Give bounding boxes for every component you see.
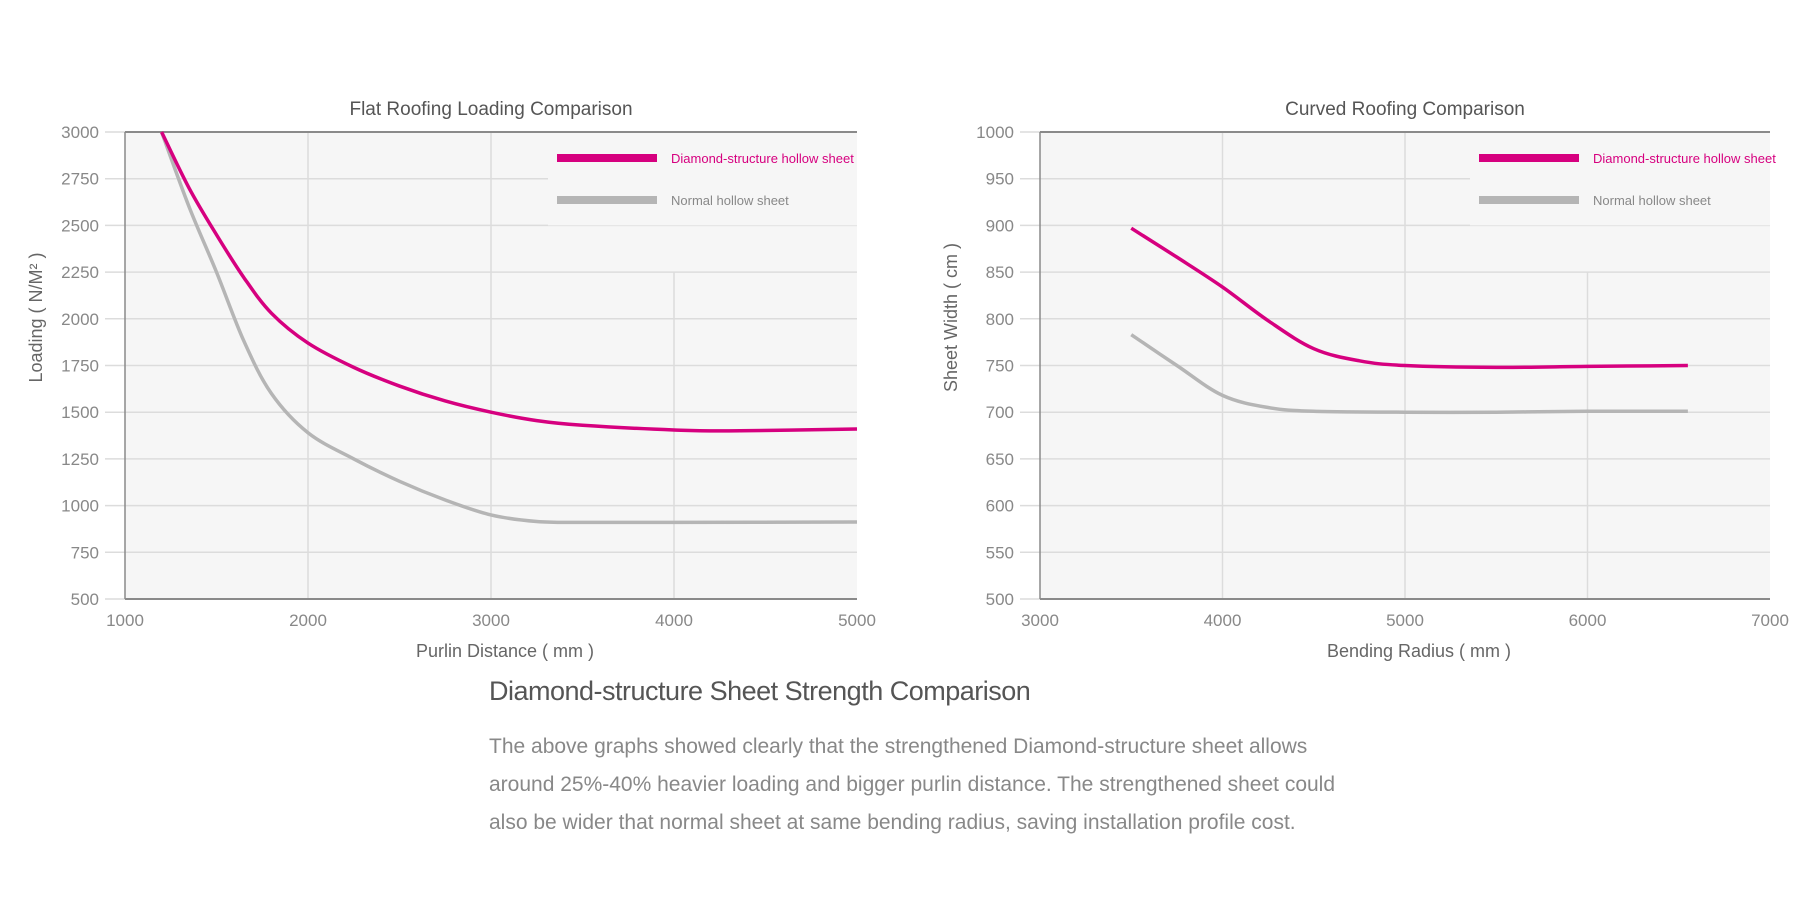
y-tick-label: 650: [986, 450, 1014, 469]
paragraph-line: around 25%-40% heavier loading and bigge…: [489, 773, 1336, 796]
x-tick-label: 5000: [1386, 611, 1424, 630]
y-tick-label: 1250: [61, 450, 99, 469]
legend-swatch-diamond: [1479, 154, 1579, 162]
y-tick-label: 600: [986, 497, 1014, 516]
x-tick-label: 7000: [1751, 611, 1789, 630]
series-line-normal: [159, 131, 858, 525]
x-tick-label: 5000: [838, 611, 876, 630]
x-tick-label: 4000: [655, 611, 693, 630]
y-tick-label: 800: [986, 310, 1014, 329]
y-axis-label: Sheet Width ( cm ): [941, 243, 961, 392]
y-tick-label: 500: [986, 590, 1014, 609]
x-tick-label: 6000: [1569, 611, 1607, 630]
section-heading: Diamond-structure Sheet Strength Compari…: [489, 676, 1031, 706]
legend-label: Diamond-structure hollow sheet: [1593, 151, 1776, 166]
y-tick-label: 1000: [61, 497, 99, 516]
y-tick-label: 750: [71, 543, 99, 562]
series-line-diamond: [160, 131, 858, 433]
y-tick-label: 1500: [61, 403, 99, 422]
y-tick-label: 1000: [976, 123, 1014, 142]
y-tick-label: 2750: [61, 170, 99, 189]
y-tick-label: 2250: [61, 263, 99, 282]
paragraph-line: The above graphs showed clearly that the…: [489, 735, 1308, 758]
chart-title: Flat Roofing Loading Comparison: [349, 99, 632, 120]
y-tick-label: 550: [986, 543, 1014, 562]
x-tick-label: 3000: [472, 611, 510, 630]
y-tick-label: 2500: [61, 216, 99, 235]
x-axis-label: Purlin Distance ( mm ): [416, 641, 594, 661]
y-tick-label: 850: [986, 263, 1014, 282]
y-tick-label: 700: [986, 403, 1014, 422]
y-tick-label: 900: [986, 216, 1014, 235]
x-axis-label: Bending Radius ( mm ): [1327, 641, 1511, 661]
legend-box: [1470, 133, 1770, 226]
y-tick-label: 500: [71, 590, 99, 609]
x-tick-label: 1000: [106, 611, 144, 630]
paragraph-line: also be wider that normal sheet at same …: [489, 811, 1296, 834]
legend-box: [548, 133, 857, 226]
legend-label: Normal hollow sheet: [1593, 193, 1711, 208]
series-line-diamond: [1130, 226, 1688, 370]
y-tick-label: 950: [986, 170, 1014, 189]
legend-swatch-diamond: [557, 154, 657, 162]
y-tick-label: 1750: [61, 357, 99, 376]
y-tick-label: 2000: [61, 310, 99, 329]
legend-label: Normal hollow sheet: [671, 193, 789, 208]
legend-swatch-normal: [557, 196, 657, 204]
legend-swatch-normal: [1479, 196, 1579, 204]
chart-title: Curved Roofing Comparison: [1285, 99, 1525, 120]
x-tick-label: 2000: [289, 611, 327, 630]
description-paragraph: The above graphs showed clearly that the…: [489, 728, 1389, 842]
series-line-normal: [1130, 333, 1688, 415]
y-tick-label: 3000: [61, 123, 99, 142]
y-axis-label: Loading ( N/M² ): [26, 252, 46, 382]
x-tick-label: 3000: [1021, 611, 1059, 630]
legend-label: Diamond-structure hollow sheet: [671, 151, 854, 166]
x-tick-label: 4000: [1204, 611, 1242, 630]
y-tick-label: 750: [986, 357, 1014, 376]
